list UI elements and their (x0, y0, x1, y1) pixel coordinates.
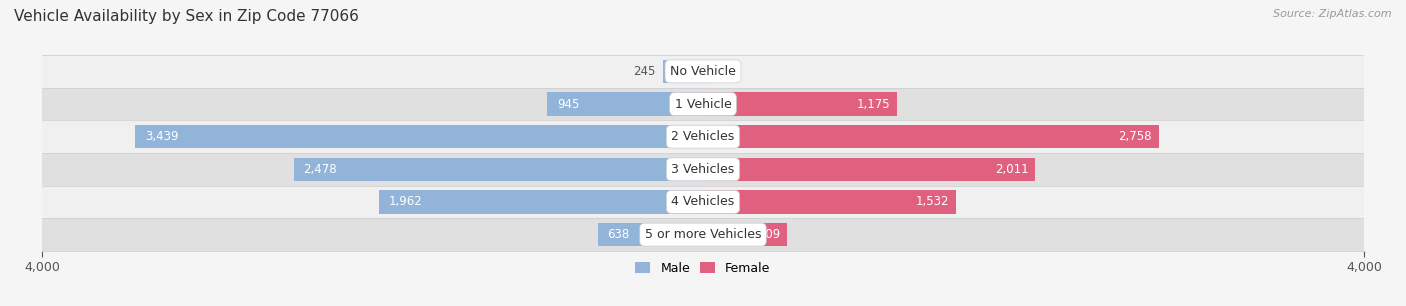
Bar (703, 125, 1159, 148)
Bar (547, 92, 703, 116)
Bar (135, 125, 703, 148)
Bar (42, 218, 1364, 251)
Bar (703, 158, 1035, 181)
Text: 62: 62 (720, 65, 735, 78)
Bar (42, 55, 1364, 88)
Text: 3,439: 3,439 (145, 130, 179, 143)
Text: 245: 245 (634, 65, 657, 78)
Bar (42, 88, 1364, 120)
Text: 5 or more Vehicles: 5 or more Vehicles (645, 228, 761, 241)
Bar (378, 190, 703, 214)
Bar (703, 190, 956, 214)
Text: 3 Vehicles: 3 Vehicles (672, 163, 734, 176)
Text: 2 Vehicles: 2 Vehicles (672, 130, 734, 143)
Text: 4 Vehicles: 4 Vehicles (672, 196, 734, 208)
Text: No Vehicle: No Vehicle (671, 65, 735, 78)
Text: 2,478: 2,478 (304, 163, 337, 176)
Text: 638: 638 (607, 228, 630, 241)
Text: 509: 509 (758, 228, 780, 241)
Bar (294, 158, 703, 181)
Bar (42, 153, 1364, 186)
Bar (598, 223, 703, 246)
Text: Source: ZipAtlas.com: Source: ZipAtlas.com (1274, 9, 1392, 19)
Text: 1,175: 1,175 (856, 98, 890, 110)
Bar (703, 92, 897, 116)
Text: 1,532: 1,532 (915, 196, 949, 208)
Text: 945: 945 (557, 98, 579, 110)
Text: 1,962: 1,962 (389, 196, 423, 208)
Bar (42, 186, 1364, 218)
Bar (662, 60, 703, 83)
Text: Vehicle Availability by Sex in Zip Code 77066: Vehicle Availability by Sex in Zip Code … (14, 9, 359, 24)
Text: 1 Vehicle: 1 Vehicle (675, 98, 731, 110)
Legend: Male, Female: Male, Female (630, 257, 776, 280)
Bar (703, 223, 787, 246)
Text: 2,758: 2,758 (1119, 130, 1152, 143)
Bar (703, 60, 713, 83)
Text: 2,011: 2,011 (995, 163, 1029, 176)
Bar (42, 120, 1364, 153)
